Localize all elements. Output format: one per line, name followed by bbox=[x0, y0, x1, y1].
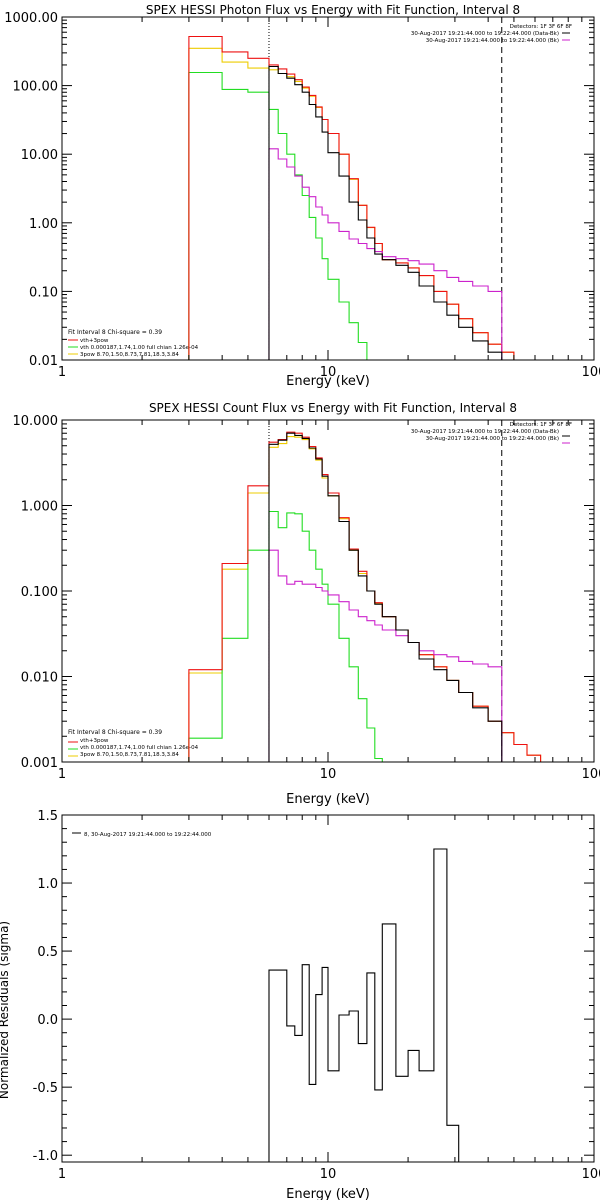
count-flux-y-tick-label: 0.001 bbox=[21, 756, 58, 771]
count-flux-series-vth bbox=[188, 510, 569, 762]
photon-flux-legend-label-vth3pow: vth+3pow bbox=[80, 338, 109, 344]
photon-flux-y-tick-label: 100.00 bbox=[13, 80, 59, 95]
residuals-y-tick-label: -0.5 bbox=[33, 1081, 58, 1096]
count-flux-x-tick-label: 10 bbox=[320, 767, 337, 782]
residuals-y-tick-label: 1.0 bbox=[37, 877, 58, 892]
count-flux-detectors: Detectors: 1F 3F 6F 8F bbox=[510, 422, 572, 428]
photon-flux-x-tick-label: 1 bbox=[58, 365, 66, 380]
residuals-x-tick-label: 10 bbox=[320, 1167, 337, 1182]
count-flux-x-tick-label: 1 bbox=[58, 767, 66, 782]
photon-flux-xlabel: Energy (keV) bbox=[286, 374, 370, 389]
count-flux-title: SPEX HESSI Count Flux vs Energy with Fit… bbox=[149, 401, 517, 415]
residuals-xlabel: Energy (keV) bbox=[286, 1187, 370, 1200]
count-flux-legend-label-3pow: 3pow 8.70,1.50,8.73,7.81,18.3,3.84 bbox=[80, 752, 179, 758]
count-flux-time-range-bk: 30-Aug-2017 19:21:44.000 to 19:22:44.000… bbox=[426, 436, 559, 442]
residuals-y-tick-label: -1.0 bbox=[33, 1149, 58, 1164]
count-flux-xlabel: Energy (keV) bbox=[286, 792, 370, 807]
photon-flux-y-tick-label: 1.00 bbox=[29, 217, 58, 232]
count-flux-panel: SPEX HESSI Count Flux vs Energy with Fit… bbox=[13, 401, 600, 807]
residuals-legend-label: 8, 30-Aug-2017 19:21:44.000 to 19:22:44.… bbox=[84, 832, 212, 838]
count-flux-legend-label-vth: vth 0.000187,1.74,1.00 full chian 1.26e-… bbox=[80, 745, 199, 751]
photon-flux-x-tick-label: 10 bbox=[320, 365, 337, 380]
photon-flux-y-tick-label: 1000.00 bbox=[4, 11, 58, 26]
count-flux-x-tick-label: 100 bbox=[582, 767, 600, 782]
count-flux-y-tick-label: 0.010 bbox=[21, 671, 58, 686]
photon-flux-series-total bbox=[268, 65, 503, 360]
photon-flux-detectors: Detectors: 1F 3F 6F 8F bbox=[510, 24, 572, 30]
photon-flux-time-range-data: 30-Aug-2017 19:21:44.000 to 19:22:44.000… bbox=[411, 31, 559, 37]
count-flux-time-range-data: 30-Aug-2017 19:21:44.000 to 19:22:44.000… bbox=[411, 429, 559, 435]
residuals-y-tick-label: 0.0 bbox=[37, 1013, 58, 1028]
residuals-x-tick-label: 100 bbox=[582, 1167, 600, 1182]
residuals-y-tick-label: 0.5 bbox=[37, 945, 58, 960]
count-flux-series-total bbox=[268, 432, 503, 762]
photon-flux-fit-info: Fit Interval 8 Chi-square = 0.39 bbox=[68, 329, 162, 336]
count-flux-series-bk bbox=[268, 549, 503, 762]
photon-flux-x-tick-label: 100 bbox=[582, 365, 600, 380]
count-flux-plot-area bbox=[188, 420, 569, 762]
count-flux-y-tick-label: 0.100 bbox=[21, 585, 58, 600]
photon-flux-series-vth bbox=[188, 71, 569, 360]
photon-flux-y-tick-label: 0.01 bbox=[29, 354, 58, 369]
count-flux-y-tick-label: 1.000 bbox=[21, 500, 58, 515]
photon-flux-legend-label-3pow: 3pow 8.70,1.50,8.73,7.81,18.3,3.84 bbox=[80, 352, 179, 358]
photon-flux-time-range-bk: 30-Aug-2017 19:21:44.000 to 19:22:44.000… bbox=[426, 38, 559, 44]
photon-flux-plot-area bbox=[188, 17, 569, 360]
residuals-ylabel: Normalized Residuals (sigma) bbox=[0, 921, 11, 1099]
residuals-x-tick-label: 1 bbox=[58, 1167, 66, 1182]
photon-flux-series-bk bbox=[268, 148, 503, 360]
photon-flux-panel: SPEX HESSI Photon Flux vs Energy with Fi… bbox=[4, 3, 600, 389]
count-flux-fit-info: Fit Interval 8 Chi-square = 0.39 bbox=[68, 729, 162, 736]
residuals-panel: Energy (keV) Normalized Residuals (sigma… bbox=[0, 809, 600, 1200]
residuals-series-residuals bbox=[268, 848, 460, 1162]
count-flux-y-tick-label: 10.000 bbox=[13, 414, 59, 429]
count-flux-legend-label-vth3pow: vth+3pow bbox=[80, 738, 109, 744]
photon-flux-y-tick-label: 0.10 bbox=[29, 285, 58, 300]
residuals-y-tick-label: 1.5 bbox=[37, 809, 58, 824]
residuals-plot-area bbox=[268, 848, 460, 1162]
photon-flux-title: SPEX HESSI Photon Flux vs Energy with Fi… bbox=[146, 3, 520, 17]
photon-flux-legend-label-vth: vth 0.000187,1.74,1.00 full chian 1.26e-… bbox=[80, 345, 199, 351]
photon-flux-y-tick-label: 10.00 bbox=[21, 148, 58, 163]
